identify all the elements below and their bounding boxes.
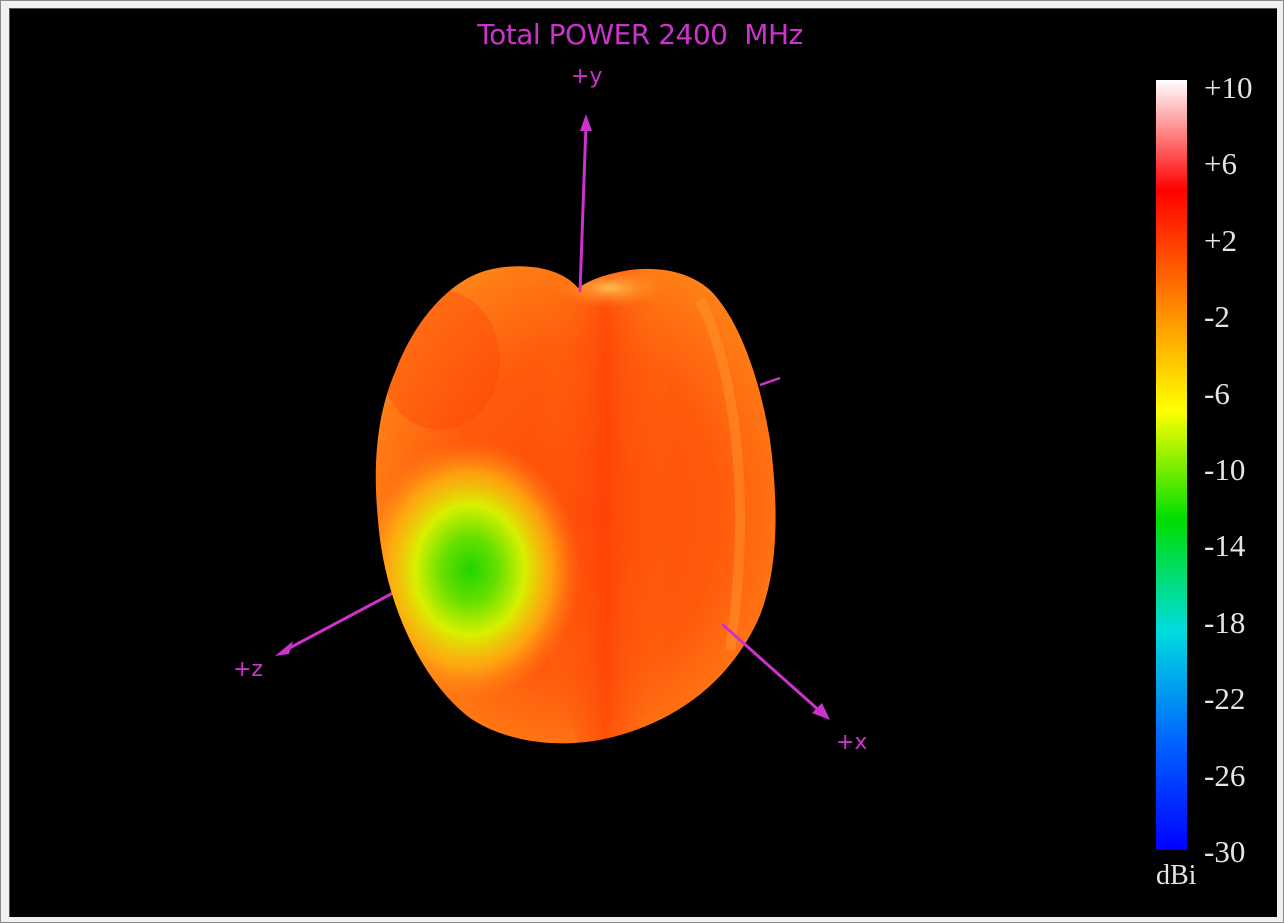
- y-axis-label: +y: [571, 64, 603, 89]
- chart-title: Total POWER 2400 MHz: [477, 18, 803, 51]
- colorbar-tick-label: -14: [1204, 528, 1246, 564]
- x-axis-back-stub: [759, 376, 781, 387]
- colorbar-tick-label: +2: [1204, 222, 1237, 258]
- y-axis-line: [578, 123, 588, 293]
- colorbar-unit-label: dBi: [1156, 860, 1197, 891]
- colorbar-tick-label: +6: [1204, 146, 1237, 182]
- colorbar-tick-label: -30: [1204, 834, 1246, 869]
- colorbar-tick-label: -2: [1204, 299, 1230, 335]
- z-axis-arrowhead: [275, 641, 293, 656]
- y-axis-arrowhead: [580, 114, 592, 131]
- x-axis-line: [721, 622, 823, 715]
- x-axis-label: +x: [836, 730, 868, 755]
- colorbar: [1156, 80, 1187, 850]
- colorbar-tick-label: -6: [1204, 375, 1230, 411]
- colorbar-tick-label: +10: [1204, 70, 1253, 105]
- radiation-pattern-surface: [375, 266, 776, 744]
- x-axis-arrowhead: [812, 703, 830, 720]
- colorbar-tick-label: -22: [1204, 681, 1246, 717]
- colorbar-tick-label: -18: [1204, 604, 1246, 640]
- z-axis-label: +z: [233, 657, 263, 682]
- colorbar-tick-label: -10: [1204, 452, 1246, 487]
- colorbar-tick-label: -26: [1204, 757, 1246, 793]
